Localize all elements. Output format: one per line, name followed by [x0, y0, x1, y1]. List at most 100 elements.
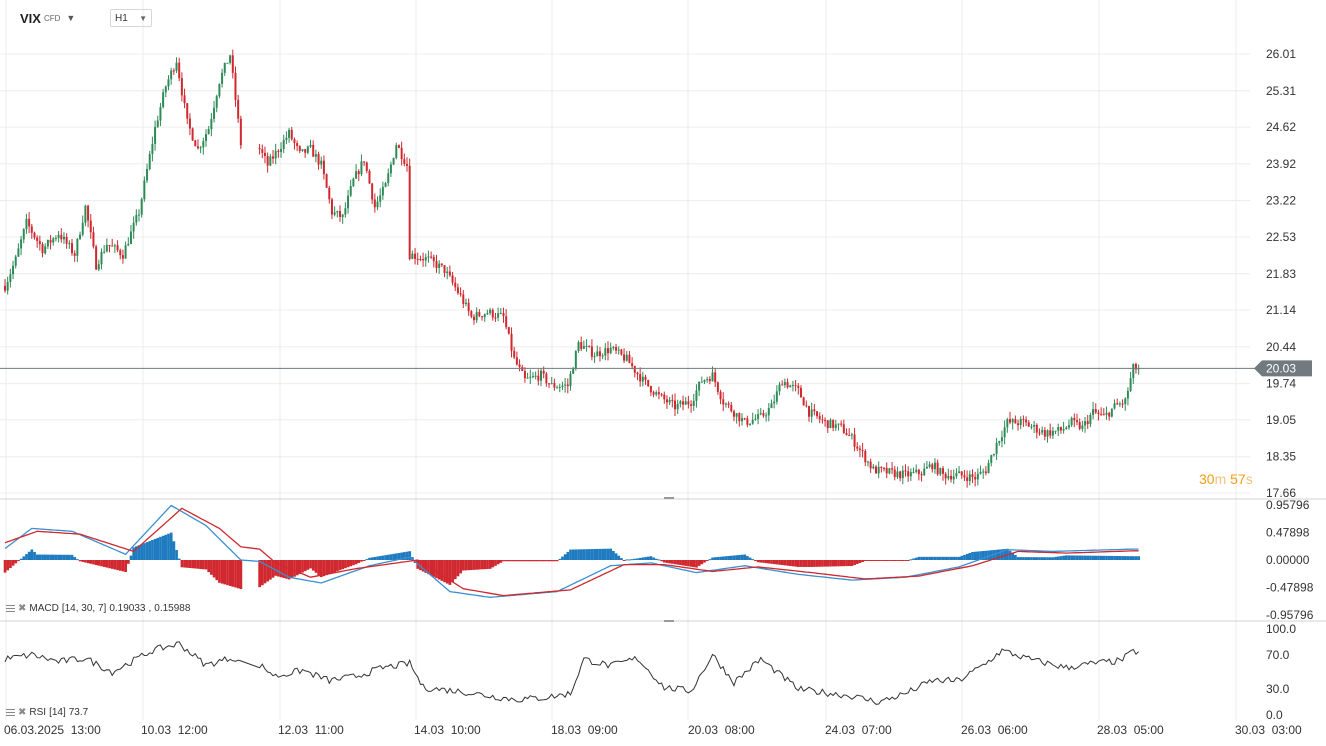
candle-body — [84, 205, 87, 223]
macd-histogram-bar — [697, 560, 701, 566]
candle — [1094, 403, 1097, 414]
macd-histogram-bar — [84, 560, 87, 563]
macd-histogram-bar — [167, 533, 170, 560]
candle — [422, 252, 425, 267]
price-tick-label: 25.31 — [1266, 84, 1296, 98]
candle-body — [462, 294, 465, 304]
macd-histogram-bar — [258, 560, 261, 588]
macd-histogram-bar — [601, 548, 605, 560]
chevron-down-icon[interactable]: ▼ — [66, 13, 76, 23]
macd-histogram-bar — [164, 534, 168, 560]
candle — [979, 465, 982, 475]
candle — [355, 164, 358, 180]
candle-body — [1027, 422, 1030, 427]
symbol-selector[interactable]: VIX CFD ▼ — [20, 9, 75, 27]
macd-histogram-bar — [210, 560, 213, 575]
price-tick-label: 19.74 — [1266, 377, 1296, 391]
close-icon[interactable]: ✖ — [18, 603, 27, 614]
macd-histogram-bar — [1078, 555, 1082, 560]
candle-body — [732, 411, 735, 417]
macd-histogram-bar — [1126, 556, 1130, 560]
candle — [781, 380, 784, 386]
macd-histogram-bar — [156, 537, 160, 560]
macd-histogram-bar — [14, 560, 18, 564]
candle-body — [775, 391, 778, 402]
macd-histogram-bar — [612, 550, 615, 560]
candle — [199, 145, 202, 154]
candle — [121, 249, 124, 264]
macd-histogram-bar — [51, 554, 55, 560]
candle — [411, 250, 414, 260]
macd-histogram-bar — [57, 554, 60, 560]
candle — [1076, 413, 1078, 426]
candle — [1067, 419, 1070, 430]
macd-histogram-bar — [933, 556, 937, 560]
chevron-down-icon[interactable]: ▼ — [139, 13, 147, 23]
macd-histogram-bar — [475, 560, 479, 570]
candle — [1011, 418, 1014, 430]
candle-body — [199, 147, 202, 149]
macd-histogram-bar — [86, 560, 90, 564]
macd-histogram-bar — [365, 559, 369, 561]
candle-body — [510, 333, 513, 351]
macd-histogram-bar — [759, 560, 763, 563]
candle — [1051, 426, 1054, 439]
candle-body — [365, 162, 368, 171]
timeframe-selector[interactable]: H1 ▼ — [110, 9, 152, 27]
candle — [765, 412, 768, 422]
macd-histogram-bar — [231, 560, 235, 587]
candle-body — [170, 70, 173, 80]
candle — [641, 371, 644, 387]
candle-body — [448, 271, 451, 276]
time-tick-label: 30.03 03:00 — [1235, 723, 1302, 737]
candle — [191, 127, 194, 141]
candle — [759, 408, 762, 416]
candle — [992, 453, 995, 457]
candle-countdown: 30m 57s — [1199, 471, 1253, 487]
candle-body — [550, 383, 553, 385]
candle-body — [438, 263, 441, 269]
candle-body — [896, 471, 899, 478]
candle — [805, 400, 808, 408]
candle — [309, 139, 312, 148]
candle-body — [159, 107, 162, 121]
indicator-settings-icon[interactable] — [6, 604, 15, 613]
candle — [741, 413, 743, 426]
candle-body — [33, 232, 36, 238]
close-icon[interactable]: ✖ — [18, 707, 27, 718]
macd-histogram-bar — [1011, 552, 1015, 560]
candle — [775, 385, 778, 405]
candle — [706, 376, 709, 383]
candle — [1073, 413, 1076, 428]
candle — [751, 412, 754, 425]
macd-histogram-bar — [636, 558, 639, 560]
candle — [285, 131, 288, 145]
macd-histogram-bar — [140, 544, 144, 560]
candle — [156, 115, 159, 128]
candle-body — [293, 139, 296, 144]
candle — [714, 368, 717, 388]
candle — [950, 469, 953, 483]
candle — [727, 401, 730, 409]
price-tick-label: 23.22 — [1266, 194, 1296, 208]
candle — [840, 420, 843, 427]
candle-body — [499, 313, 502, 315]
candle — [188, 113, 191, 136]
macd-histogram-bar — [137, 545, 141, 560]
indicator-settings-icon[interactable] — [6, 708, 15, 717]
candle-body — [234, 72, 237, 100]
macd-histogram-bar — [1110, 555, 1114, 560]
candle — [698, 381, 701, 397]
macd-histogram-bar — [279, 560, 283, 578]
candle-body — [1011, 419, 1014, 423]
macd-histogram-bar — [309, 560, 312, 569]
candle — [1113, 399, 1116, 410]
candle-body — [674, 400, 676, 410]
macd-histogram-bar — [1059, 556, 1063, 560]
candle-body — [36, 237, 39, 241]
candle — [617, 346, 620, 355]
candle-body — [347, 195, 350, 209]
macd-histogram-bar — [649, 556, 653, 560]
candle — [473, 314, 475, 325]
